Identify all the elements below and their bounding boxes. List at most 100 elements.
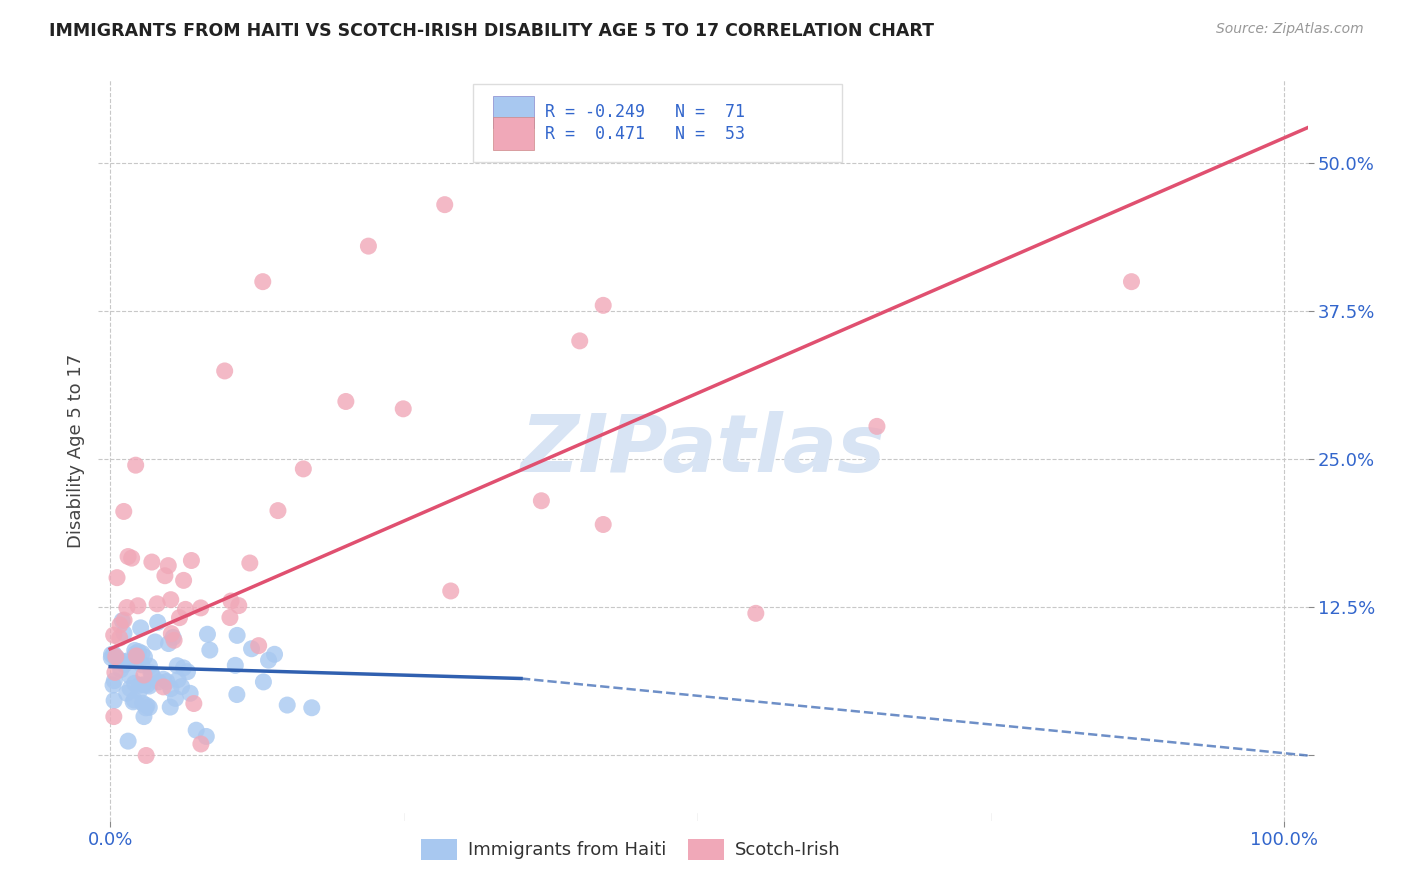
Point xyxy=(252,674,274,689)
FancyBboxPatch shape xyxy=(474,84,842,161)
Point xyxy=(160,681,183,696)
Point xyxy=(131,696,153,710)
Point xyxy=(135,698,157,713)
Point xyxy=(160,626,183,640)
Point xyxy=(292,462,315,476)
Point xyxy=(153,568,176,582)
Point xyxy=(166,658,188,673)
Point xyxy=(124,676,146,690)
Point xyxy=(157,636,180,650)
Point xyxy=(143,635,166,649)
Point xyxy=(141,555,163,569)
Point xyxy=(115,654,138,668)
Point xyxy=(219,610,242,624)
Point xyxy=(124,643,146,657)
Point xyxy=(568,334,591,348)
Point xyxy=(257,653,280,667)
Point xyxy=(103,628,125,642)
Point xyxy=(141,668,163,682)
Point xyxy=(240,641,263,656)
Point xyxy=(392,401,415,416)
Text: IMMIGRANTS FROM HAITI VS SCOTCH-IRISH DISABILITY AGE 5 TO 17 CORRELATION CHART: IMMIGRANTS FROM HAITI VS SCOTCH-IRISH DI… xyxy=(49,22,934,40)
Text: Source: ZipAtlas.com: Source: ZipAtlas.com xyxy=(1216,22,1364,37)
FancyBboxPatch shape xyxy=(492,95,534,128)
Point xyxy=(592,298,614,312)
Point xyxy=(146,597,169,611)
Point xyxy=(301,700,323,714)
Point xyxy=(121,551,143,566)
Point xyxy=(167,673,190,687)
Point xyxy=(127,599,149,613)
Point xyxy=(104,650,127,665)
Point xyxy=(105,571,128,585)
Point xyxy=(156,674,179,689)
Point xyxy=(100,648,122,662)
Point xyxy=(226,628,249,642)
Point xyxy=(131,657,153,672)
Point xyxy=(138,700,160,714)
Point xyxy=(179,686,201,700)
Point xyxy=(128,678,150,692)
Point xyxy=(103,709,125,723)
Point xyxy=(276,698,298,712)
Point xyxy=(125,648,148,663)
Point xyxy=(117,734,139,748)
Point xyxy=(139,665,162,680)
Point xyxy=(132,668,155,682)
Point xyxy=(157,558,180,573)
Point xyxy=(112,657,135,672)
Text: R = -0.249   N =  71: R = -0.249 N = 71 xyxy=(544,103,745,121)
Point xyxy=(440,584,463,599)
Point xyxy=(118,668,141,682)
Point xyxy=(135,678,157,692)
Point xyxy=(172,661,194,675)
Point xyxy=(146,615,169,630)
Point xyxy=(138,679,160,693)
Point xyxy=(169,610,191,624)
Point xyxy=(110,663,132,677)
Point xyxy=(224,658,246,673)
Point xyxy=(173,574,195,588)
Point xyxy=(180,553,202,567)
Point xyxy=(186,723,208,738)
Point xyxy=(127,645,149,659)
Point xyxy=(357,239,380,253)
Point xyxy=(103,693,125,707)
Point xyxy=(267,503,290,517)
Point xyxy=(112,626,135,640)
Point xyxy=(128,684,150,698)
Point xyxy=(152,672,174,686)
Point xyxy=(165,691,187,706)
Point xyxy=(866,419,889,434)
Point xyxy=(745,607,768,621)
Point xyxy=(134,649,156,664)
Point xyxy=(124,647,146,661)
Point xyxy=(335,394,357,409)
Point xyxy=(108,631,131,645)
Text: ZIPatlas: ZIPatlas xyxy=(520,411,886,490)
Point xyxy=(138,659,160,673)
Point xyxy=(135,701,157,715)
Point xyxy=(163,633,186,648)
Point xyxy=(103,673,125,688)
Point xyxy=(101,678,124,692)
Point xyxy=(198,643,221,657)
Point xyxy=(103,647,125,661)
FancyBboxPatch shape xyxy=(492,117,534,150)
Point xyxy=(115,600,138,615)
Point xyxy=(197,627,219,641)
Point xyxy=(247,639,270,653)
Point xyxy=(214,364,236,378)
Point xyxy=(176,665,198,679)
Point xyxy=(135,748,157,763)
Point xyxy=(433,197,456,211)
Point xyxy=(111,655,134,669)
Point xyxy=(1121,275,1143,289)
Point xyxy=(125,458,148,473)
Point xyxy=(190,601,212,615)
Point xyxy=(530,493,553,508)
Point xyxy=(122,695,145,709)
Point xyxy=(228,599,250,613)
Point xyxy=(162,631,184,645)
Point xyxy=(111,614,134,628)
